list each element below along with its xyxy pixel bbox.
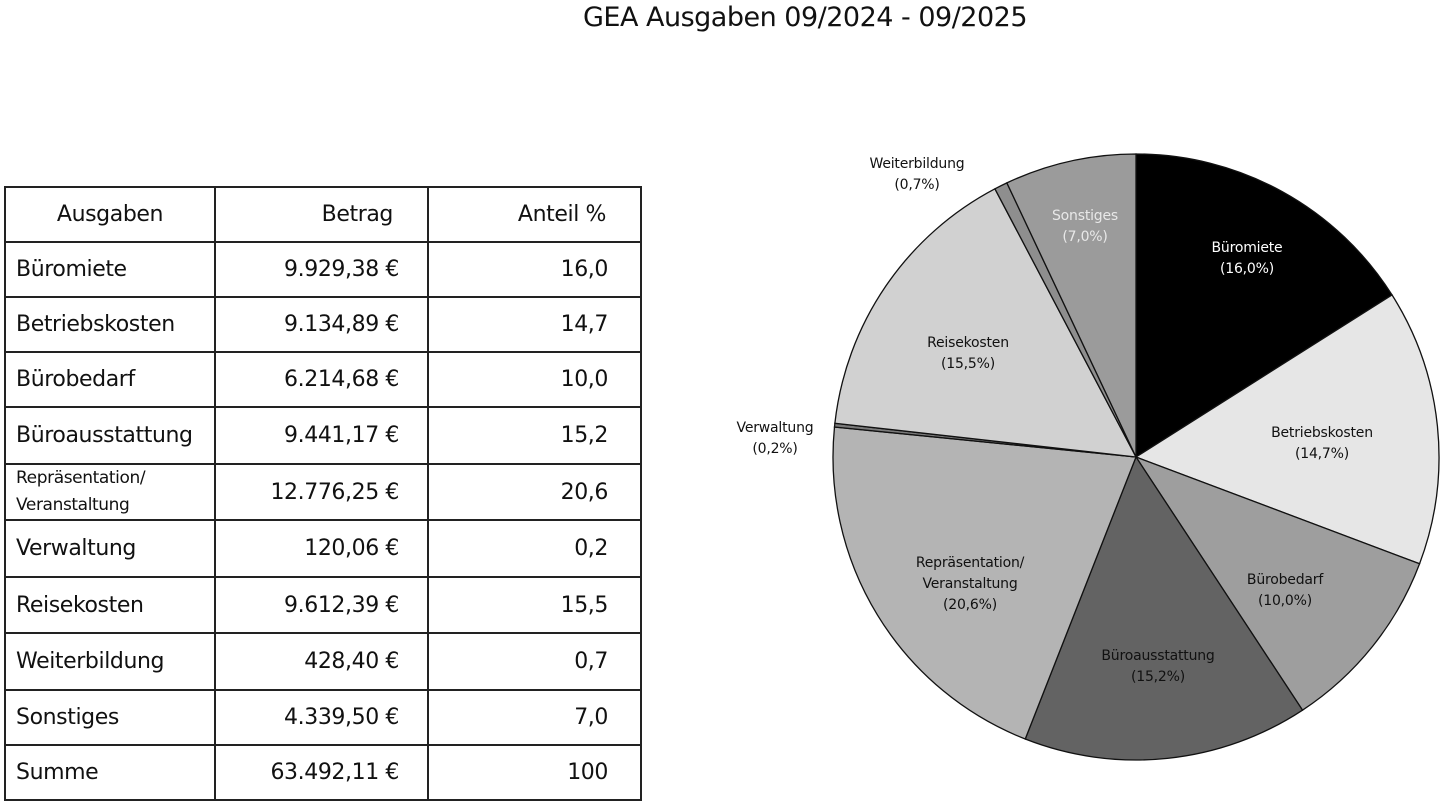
slice-label-label: Büroausstattung <box>1101 648 1214 664</box>
table-row: Summe 63.492,11 €100 <box>4 744 642 801</box>
cell-anteil: 0,7 <box>427 632 642 691</box>
cell-anteil: 20,6 <box>427 463 642 521</box>
table-row: Betriebskosten 9.134,89 €14,7 <box>4 296 642 353</box>
cell-betrag: 12.776,25 € <box>214 463 429 521</box>
header-ausgaben: Ausgaben <box>4 186 216 243</box>
slice-label-label: Büromiete <box>1212 240 1283 256</box>
slice-label-pct-label: (20,6%) <box>943 597 997 613</box>
table-row: Büromiete 9.929,38 €16,0 <box>4 241 642 298</box>
slice-label-pct-label: (15,2%) <box>1131 669 1185 685</box>
cell-ausgaben: Verwaltung <box>4 519 216 578</box>
cell-anteil: 0,2 <box>427 519 642 578</box>
cell-anteil: 7,0 <box>427 689 642 746</box>
pie-slice-bürobedarf <box>1134 455 1421 712</box>
pie-slice-büromiete <box>1135 153 1393 459</box>
pie-slice-reisekosten <box>834 187 1138 458</box>
cell-ausgaben: Büroausstattung <box>4 406 216 465</box>
table-row: Repräsentation/Veranstaltung 12.776,25 €2… <box>4 463 642 521</box>
slice-label-pct-label: (10,0%) <box>1258 593 1312 609</box>
slice-label-label2: Veranstaltung <box>922 576 1017 592</box>
expenses-table: Ausgaben Betrag Anteil % Büromiete 9.929,… <box>4 186 642 801</box>
pie-slice-repräsentation <box>832 426 1137 740</box>
cell-anteil: 15,5 <box>427 576 642 634</box>
cell-ausgaben: Summe <box>4 744 216 801</box>
cell-betrag: 9.441,17 € <box>214 406 429 465</box>
cell-betrag: 9.929,38 € <box>214 241 429 298</box>
cell-ausgaben: Repräsentation/Veranstaltung <box>4 463 216 521</box>
cell-betrag: 6.214,68 € <box>214 351 429 408</box>
cell-ausgaben: Sonstiges <box>4 689 216 746</box>
header-betrag: Betrag <box>214 186 429 243</box>
slice-label-label: Bürobedarf <box>1247 572 1324 588</box>
cell-betrag: 428,40 € <box>214 632 429 691</box>
slice-label-label: Verwaltung <box>737 420 814 436</box>
cell-ausgaben: Weiterbildung <box>4 632 216 691</box>
pie-slice-sonstiges <box>1006 153 1137 458</box>
cell-anteil: 15,2 <box>427 406 642 465</box>
table-row: Sonstiges 4.339,50 €7,0 <box>4 689 642 746</box>
table-row: Bürobedarf 6.214,68 €10,0 <box>4 351 642 408</box>
cell-betrag: 4.339,50 € <box>214 689 429 746</box>
table-header-row: Ausgaben Betrag Anteil % <box>4 186 642 243</box>
cell-betrag: 9.134,89 € <box>214 296 429 353</box>
table-row: Reisekosten 9.612,39 €15,5 <box>4 576 642 634</box>
cell-ausgaben: Bürobedarf <box>4 351 216 408</box>
slice-label-pct-label: (0,2%) <box>752 441 797 457</box>
slice-label-pct-label: (15,5%) <box>941 356 995 372</box>
cell-anteil: 10,0 <box>427 351 642 408</box>
cell-anteil: 16,0 <box>427 241 642 298</box>
cell-anteil: 100 <box>427 744 642 801</box>
pie-slice-büroausstattung <box>1024 455 1304 761</box>
table-row: Weiterbildung 428,40 €0,7 <box>4 632 642 691</box>
slice-label-pct-label: (14,7%) <box>1295 446 1349 462</box>
slice-label-label: Repräsentation/ <box>916 555 1025 571</box>
slice-label-label: Reisekosten <box>927 335 1009 351</box>
pie-slice-betriebskosten <box>1134 294 1440 565</box>
slice-label-label: Sonstiges <box>1052 208 1118 224</box>
header-anteil: Anteil % <box>427 186 642 243</box>
cell-ausgaben: Betriebskosten <box>4 296 216 353</box>
chart-title: GEA Ausgaben 09/2024 - 09/2025 <box>582 2 1028 33</box>
table-row: Verwaltung 120,06 €0,2 <box>4 519 642 578</box>
cell-betrag: 9.612,39 € <box>214 576 429 634</box>
cell-betrag: 120,06 € <box>214 519 429 578</box>
slice-label-pct-label: (16,0%) <box>1220 261 1274 277</box>
cell-ausgaben: Büromiete <box>4 241 216 298</box>
table-row: Büroausstattung 9.441,17 €15,2 <box>4 406 642 465</box>
slice-label-label: Betriebskosten <box>1271 425 1373 441</box>
slice-label-pct-label: (0,7%) <box>894 177 939 193</box>
slice-label-label: Weiterbildung <box>870 156 965 172</box>
slice-label-pct-label: (7,0%) <box>1062 229 1107 245</box>
cell-betrag: 63.492,11 € <box>214 744 429 801</box>
cell-anteil: 14,7 <box>427 296 642 353</box>
cell-ausgaben: Reisekosten <box>4 576 216 634</box>
